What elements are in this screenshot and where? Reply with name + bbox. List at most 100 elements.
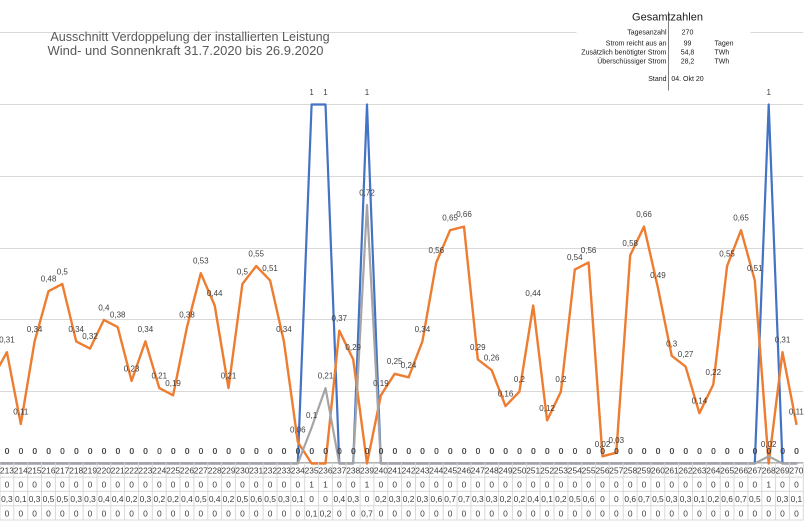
svg-text:0: 0 — [794, 508, 799, 518]
svg-text:0: 0 — [739, 508, 744, 518]
svg-text:254: 254 — [568, 465, 582, 475]
svg-text:0,37: 0,37 — [332, 314, 348, 323]
svg-text:0,34: 0,34 — [276, 325, 292, 334]
svg-text:0,38: 0,38 — [179, 311, 195, 320]
svg-text:0,1: 0,1 — [292, 494, 304, 504]
svg-text:TWh: TWh — [715, 50, 730, 57]
svg-text:0: 0 — [392, 508, 397, 518]
svg-text:0,3: 0,3 — [777, 494, 789, 504]
svg-text:0: 0 — [324, 447, 329, 456]
svg-text:0: 0 — [171, 447, 176, 456]
svg-text:1: 1 — [766, 88, 771, 97]
svg-text:0: 0 — [5, 447, 10, 456]
svg-text:219: 219 — [83, 465, 97, 475]
svg-text:248: 248 — [485, 465, 499, 475]
svg-text:0: 0 — [601, 447, 606, 456]
svg-text:216: 216 — [42, 465, 56, 475]
svg-text:0,55: 0,55 — [248, 250, 264, 259]
svg-text:0: 0 — [143, 480, 148, 490]
svg-text:0: 0 — [226, 508, 231, 518]
svg-text:0: 0 — [268, 447, 273, 456]
svg-text:0,21: 0,21 — [152, 372, 168, 381]
svg-text:0: 0 — [337, 480, 342, 490]
svg-text:0,66: 0,66 — [456, 210, 472, 219]
svg-text:0: 0 — [725, 447, 730, 456]
svg-text:0: 0 — [780, 447, 785, 456]
svg-text:0: 0 — [697, 480, 702, 490]
svg-text:0: 0 — [129, 447, 134, 456]
svg-text:0: 0 — [753, 447, 758, 456]
svg-text:0,3: 0,3 — [472, 494, 484, 504]
svg-text:0: 0 — [739, 447, 744, 456]
svg-text:0: 0 — [489, 508, 494, 518]
svg-text:0: 0 — [406, 447, 411, 456]
svg-text:0: 0 — [420, 480, 425, 490]
svg-text:0,3: 0,3 — [70, 494, 82, 504]
svg-text:0: 0 — [586, 447, 591, 456]
svg-text:0: 0 — [309, 494, 314, 504]
svg-text:0: 0 — [115, 508, 120, 518]
svg-text:0: 0 — [282, 447, 287, 456]
svg-text:0: 0 — [60, 447, 65, 456]
svg-text:0: 0 — [600, 494, 605, 504]
svg-text:0: 0 — [198, 508, 203, 518]
svg-text:0: 0 — [684, 447, 689, 456]
svg-text:0,48: 0,48 — [41, 275, 57, 284]
svg-text:0: 0 — [46, 447, 51, 456]
svg-text:0: 0 — [711, 480, 716, 490]
svg-text:0: 0 — [227, 447, 232, 456]
svg-text:0: 0 — [794, 480, 799, 490]
svg-text:0: 0 — [517, 480, 522, 490]
svg-text:0: 0 — [531, 508, 536, 518]
svg-text:0: 0 — [379, 447, 384, 456]
svg-text:0: 0 — [669, 480, 674, 490]
svg-text:0: 0 — [476, 447, 481, 456]
svg-text:0,58: 0,58 — [622, 239, 638, 248]
svg-text:0,32: 0,32 — [82, 332, 98, 341]
svg-text:0,02: 0,02 — [595, 440, 611, 449]
svg-text:0,4: 0,4 — [333, 494, 345, 504]
svg-text:0: 0 — [157, 480, 162, 490]
svg-text:0: 0 — [462, 508, 467, 518]
svg-text:0: 0 — [185, 447, 190, 456]
svg-text:0: 0 — [670, 447, 675, 456]
svg-text:0: 0 — [5, 447, 10, 456]
svg-text:Stand: Stand — [648, 76, 666, 83]
svg-text:0,5: 0,5 — [749, 494, 761, 504]
svg-text:0,2: 0,2 — [375, 494, 387, 504]
svg-text:0,3: 0,3 — [29, 494, 41, 504]
svg-text:0: 0 — [600, 447, 605, 456]
svg-text:0: 0 — [462, 447, 467, 456]
svg-text:0,2: 0,2 — [555, 375, 567, 384]
svg-text:0: 0 — [489, 480, 494, 490]
svg-text:0,54: 0,54 — [567, 253, 583, 262]
svg-text:0: 0 — [268, 480, 273, 490]
svg-text:0,12: 0,12 — [539, 404, 555, 413]
svg-text:0: 0 — [462, 480, 467, 490]
svg-text:0,5: 0,5 — [237, 494, 249, 504]
svg-text:0,14: 0,14 — [692, 397, 708, 406]
svg-text:0: 0 — [517, 447, 522, 456]
svg-text:0,2: 0,2 — [167, 494, 179, 504]
svg-text:224: 224 — [152, 465, 166, 475]
svg-text:0: 0 — [115, 447, 120, 456]
svg-text:220: 220 — [97, 465, 111, 475]
svg-text:Gesamtzahlen: Gesamtzahlen — [632, 12, 703, 24]
svg-text:0: 0 — [32, 508, 37, 518]
svg-text:0: 0 — [711, 447, 716, 456]
svg-text:0: 0 — [337, 447, 342, 456]
svg-text:0: 0 — [19, 447, 24, 456]
svg-text:0,7: 0,7 — [735, 494, 747, 504]
svg-text:0: 0 — [683, 480, 688, 490]
svg-text:0,4: 0,4 — [181, 494, 193, 504]
svg-text:0,4: 0,4 — [98, 494, 110, 504]
svg-text:0: 0 — [185, 480, 190, 490]
svg-text:253: 253 — [554, 465, 568, 475]
svg-text:0,6: 0,6 — [721, 494, 733, 504]
svg-text:0,23: 0,23 — [124, 364, 140, 373]
svg-text:0: 0 — [503, 447, 508, 456]
svg-text:227: 227 — [194, 465, 208, 475]
svg-text:0: 0 — [545, 447, 550, 456]
svg-text:0,7: 0,7 — [361, 508, 373, 518]
svg-text:226: 226 — [180, 465, 194, 475]
